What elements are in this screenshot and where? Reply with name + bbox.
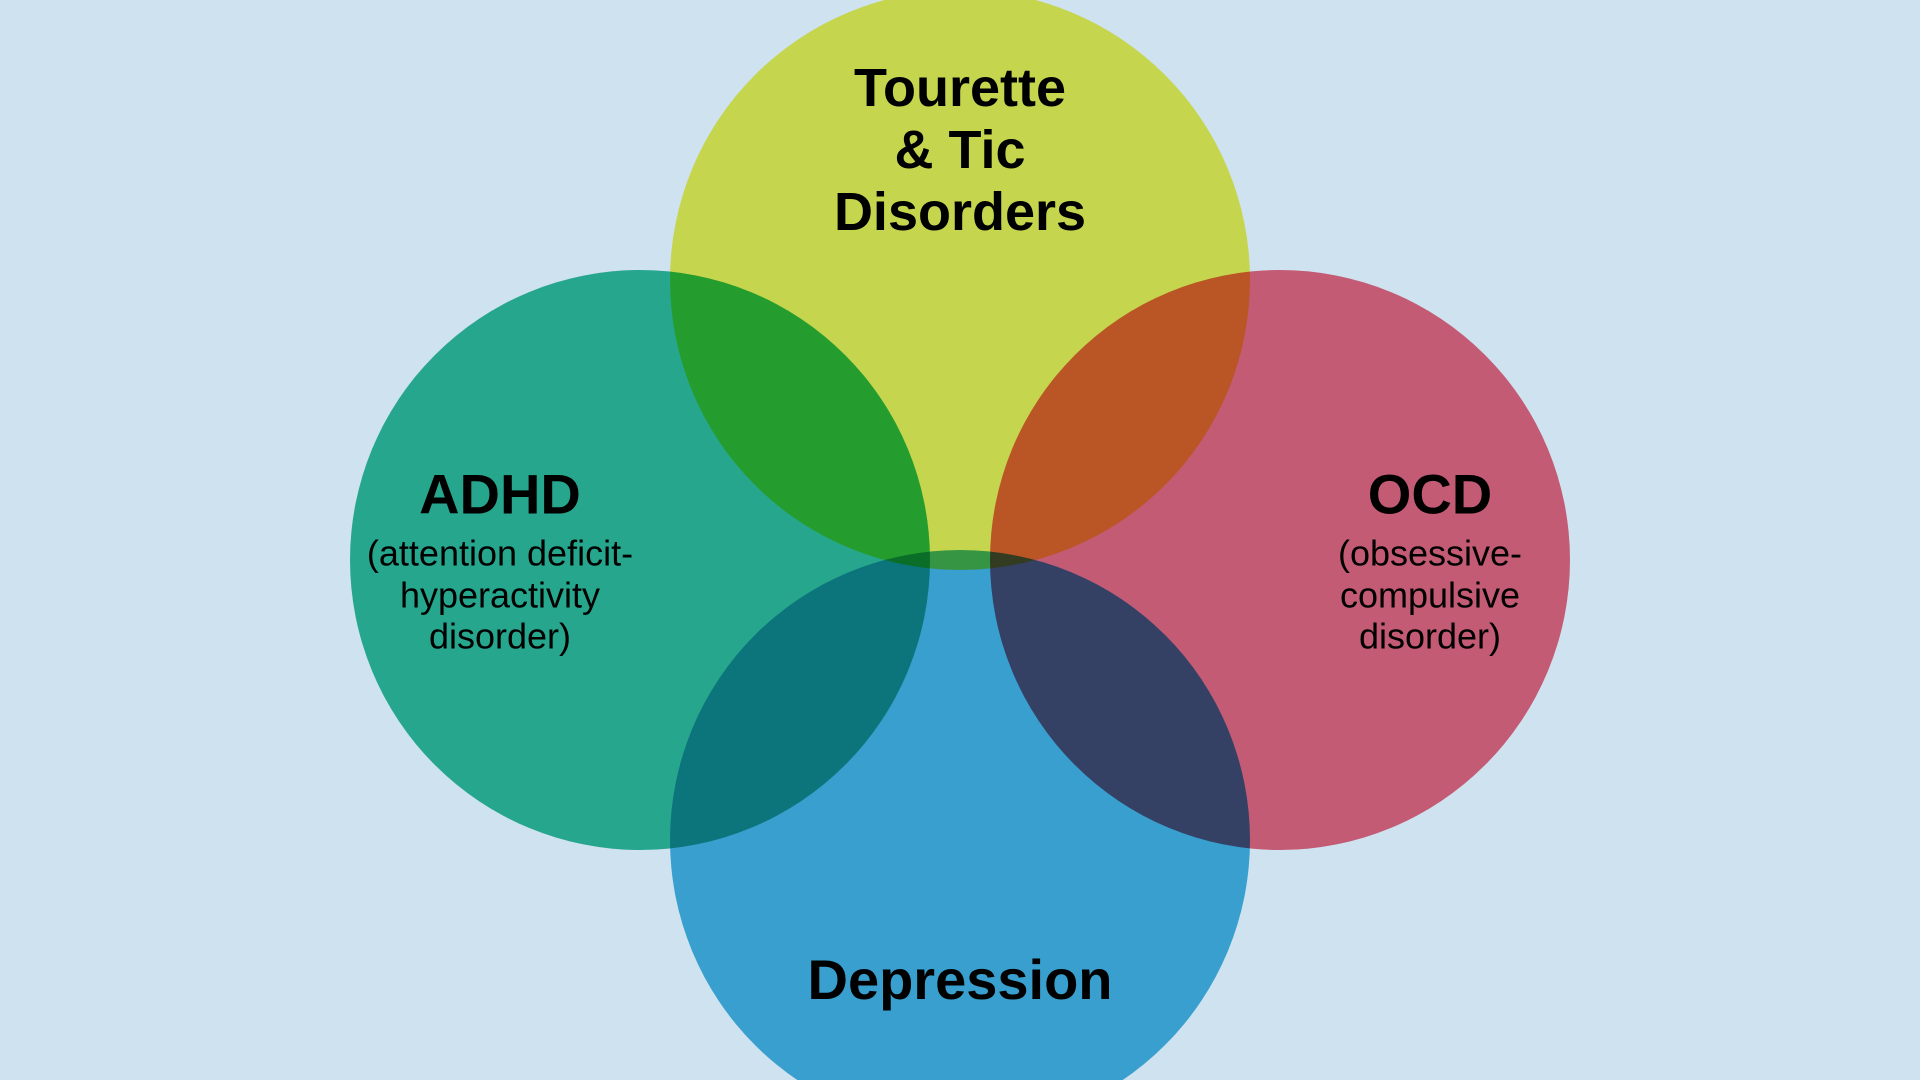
venn-diagram-canvas: Tourette & Tic DisordersADHD(attention d…: [0, 0, 1920, 1080]
